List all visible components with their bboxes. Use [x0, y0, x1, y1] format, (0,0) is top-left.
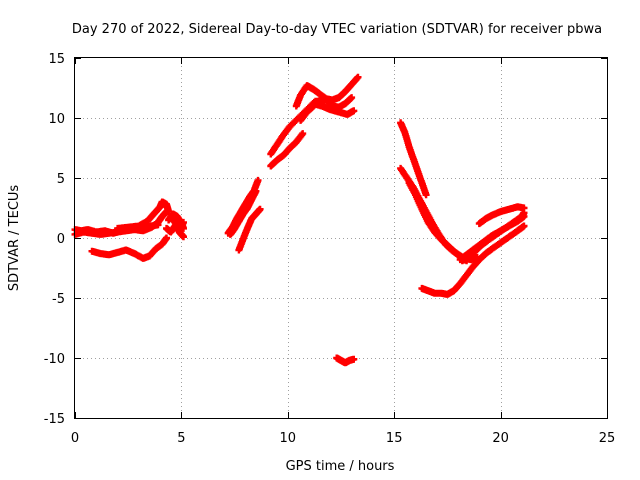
series-arc-9 — [226, 187, 260, 238]
series-arc-17 — [397, 119, 430, 199]
x-tick-label: 15 — [386, 431, 403, 446]
series-arc-11 — [267, 130, 307, 170]
series-arc-4 — [88, 234, 170, 262]
data-point-markers — [418, 222, 528, 298]
data-point-markers — [114, 198, 173, 232]
y-tick-label: 0 — [57, 232, 65, 247]
x-tick-label: 20 — [492, 431, 509, 446]
x-axis-title: GPS time / hours — [286, 459, 395, 474]
series-arc-19 — [405, 179, 471, 265]
y-tick-label: 10 — [48, 112, 65, 127]
data-point-markers — [397, 119, 430, 199]
series-arc-15 — [297, 100, 358, 124]
y-tick-label: 5 — [57, 172, 65, 187]
x-tick-label: 10 — [280, 431, 297, 446]
data-point-markers — [458, 209, 528, 265]
data-point-markers — [267, 130, 307, 170]
series-arc-22 — [458, 209, 528, 265]
chart-title: Day 270 of 2022, Sidereal Day-to-day VTE… — [72, 22, 602, 37]
x-tick-label: 25 — [599, 431, 616, 446]
plot-frame — [74, 57, 608, 419]
series-arc-8 — [224, 176, 262, 237]
series-arc-16 — [333, 354, 358, 367]
data-point-markers — [167, 212, 187, 241]
data-point-markers — [226, 187, 260, 238]
y-tick-label: -15 — [44, 412, 65, 427]
data-point-markers — [297, 100, 358, 124]
y-tick-label: -10 — [44, 352, 65, 367]
series-arc-7 — [167, 212, 187, 241]
plot-area — [71, 73, 528, 367]
x-axis: 0 5 10 15 20 25 — [71, 58, 615, 446]
x-tick-label: 5 — [177, 431, 185, 446]
y-tick-label: -5 — [52, 292, 65, 307]
data-point-markers — [475, 203, 528, 228]
x-tick-label: 0 — [71, 431, 79, 446]
series-arc-3 — [114, 198, 173, 232]
y-axis-title: SDTVAR / TECUs — [7, 185, 22, 292]
data-point-markers — [333, 354, 358, 367]
data-point-markers — [235, 205, 264, 254]
series-arc-23 — [475, 203, 528, 228]
series-arc-10 — [235, 205, 264, 254]
data-point-markers — [405, 179, 471, 265]
series-arc-20 — [418, 222, 528, 298]
y-axis: -15 -10 -5 0 5 10 15 — [44, 52, 607, 427]
data-point-markers — [224, 176, 262, 237]
y-tick-label: 15 — [48, 52, 65, 67]
data-point-markers — [88, 234, 170, 262]
